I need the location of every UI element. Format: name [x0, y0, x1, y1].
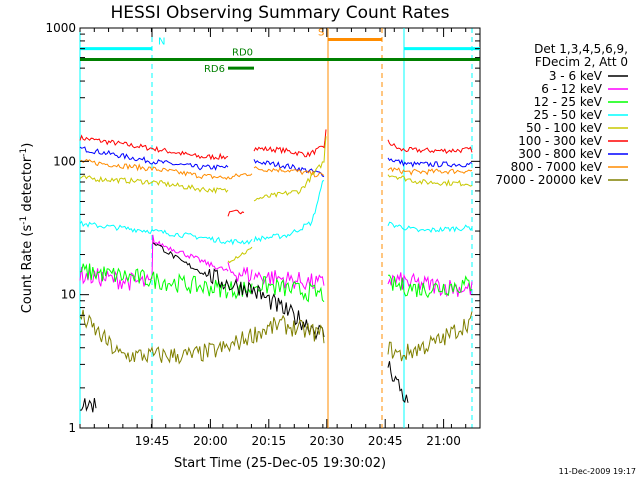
series-lines: [79, 129, 473, 413]
flag-label-rd0: RD0: [232, 48, 253, 59]
x-axis-label: Start Time (25-Dec-05 19:30:02): [174, 456, 386, 471]
series-2-segment-3: [387, 167, 473, 176]
y-tick-label-1: 10: [61, 288, 76, 302]
legend-label-8: 7000 - 20000 keV: [495, 173, 602, 187]
legend-label-2: 12 - 25 keV: [534, 95, 603, 109]
series-2-segment-2: [253, 166, 325, 178]
series-4-segment-2: [253, 180, 325, 243]
series-5-segment-3: [387, 272, 473, 298]
series-6-segment-2: [253, 276, 325, 303]
x-tick-label-4: 20:45: [368, 434, 403, 448]
series-2-segment-0: [79, 158, 229, 180]
series-8-segment-0: [79, 309, 325, 365]
series-7-segment-0: [79, 398, 97, 413]
series-4-segment-3: [387, 221, 473, 234]
series-8-segment-1: [387, 311, 473, 362]
flag-label-s: S: [318, 27, 324, 38]
series-4-segment-1: [227, 238, 253, 246]
y-tick-label-2: 100: [53, 154, 76, 168]
series-5-segment-0: [79, 234, 229, 291]
series-7-segment-2: [387, 361, 409, 403]
legend-label-4: 50 - 100 keV: [526, 121, 603, 135]
series-7-segment-1: [152, 242, 325, 341]
series-5-segment-1: [227, 262, 253, 283]
y-tick-label-0: 1: [68, 421, 76, 435]
y-axis-label: Count Rate (s-1 detector-1): [19, 143, 35, 314]
flag-label-n: N: [158, 37, 165, 48]
series-0-segment-1: [227, 209, 245, 217]
legend-label-0: 3 - 6 keV: [549, 69, 603, 83]
plot-frame: [79, 27, 481, 429]
x-tick-label-3: 20:30: [310, 434, 345, 448]
flag-label-rd6: RD6: [204, 64, 225, 75]
series-6-segment-0: [79, 263, 229, 299]
series-0-segment-2: [253, 129, 327, 158]
axis-ticks: 19:45 20:00 20:15 20:30 20:45 21:00 1 10 100 1000: [45, 21, 481, 448]
status-flags: N RD0 RD6 S: [80, 27, 480, 75]
series-0-segment-0: [79, 134, 229, 161]
legend-label-1: 6 - 12 keV: [541, 82, 603, 96]
series-3-segment-3: [387, 174, 473, 187]
x-tick-label-5: 21:00: [426, 434, 461, 448]
series-3-segment-2: [253, 136, 327, 202]
legend-label-7: 800 - 7000 keV: [511, 160, 603, 174]
x-tick-label-2: 20:15: [252, 434, 287, 448]
series-4-segment-0: [79, 220, 229, 245]
series-3-segment-1: [227, 246, 253, 264]
chart-title: HESSI Observing Summary Count Rates: [110, 3, 449, 23]
legend: Det 1,3,4,5,6,9, FDecim 2, Att 0 3 - 6 k…: [495, 42, 628, 187]
y-tick-label-3: 1000: [45, 21, 76, 35]
series-0-segment-3: [387, 139, 473, 154]
legend-label-5: 100 - 300 keV: [518, 134, 602, 148]
legend-label-3: 25 - 50 keV: [534, 108, 603, 122]
series-6-segment-3: [388, 274, 473, 299]
legend-label-6: 300 - 800 keV: [518, 147, 602, 161]
series-1-segment-2: [387, 157, 473, 168]
series-2-segment-1: [227, 173, 253, 180]
series-1-segment-0: [79, 146, 229, 171]
series-1-segment-1: [253, 159, 325, 178]
x-tick-label-0: 19:45: [135, 434, 170, 448]
footer-timestamp: 11-Dec-2009 19:17: [559, 467, 636, 476]
legend-header-decimation: FDecim 2, Att 0: [535, 55, 628, 69]
legend-header-detectors: Det 1,3,4,5,6,9,: [534, 42, 628, 56]
series-3-segment-0: [79, 175, 229, 195]
x-tick-label-1: 20:00: [193, 434, 228, 448]
